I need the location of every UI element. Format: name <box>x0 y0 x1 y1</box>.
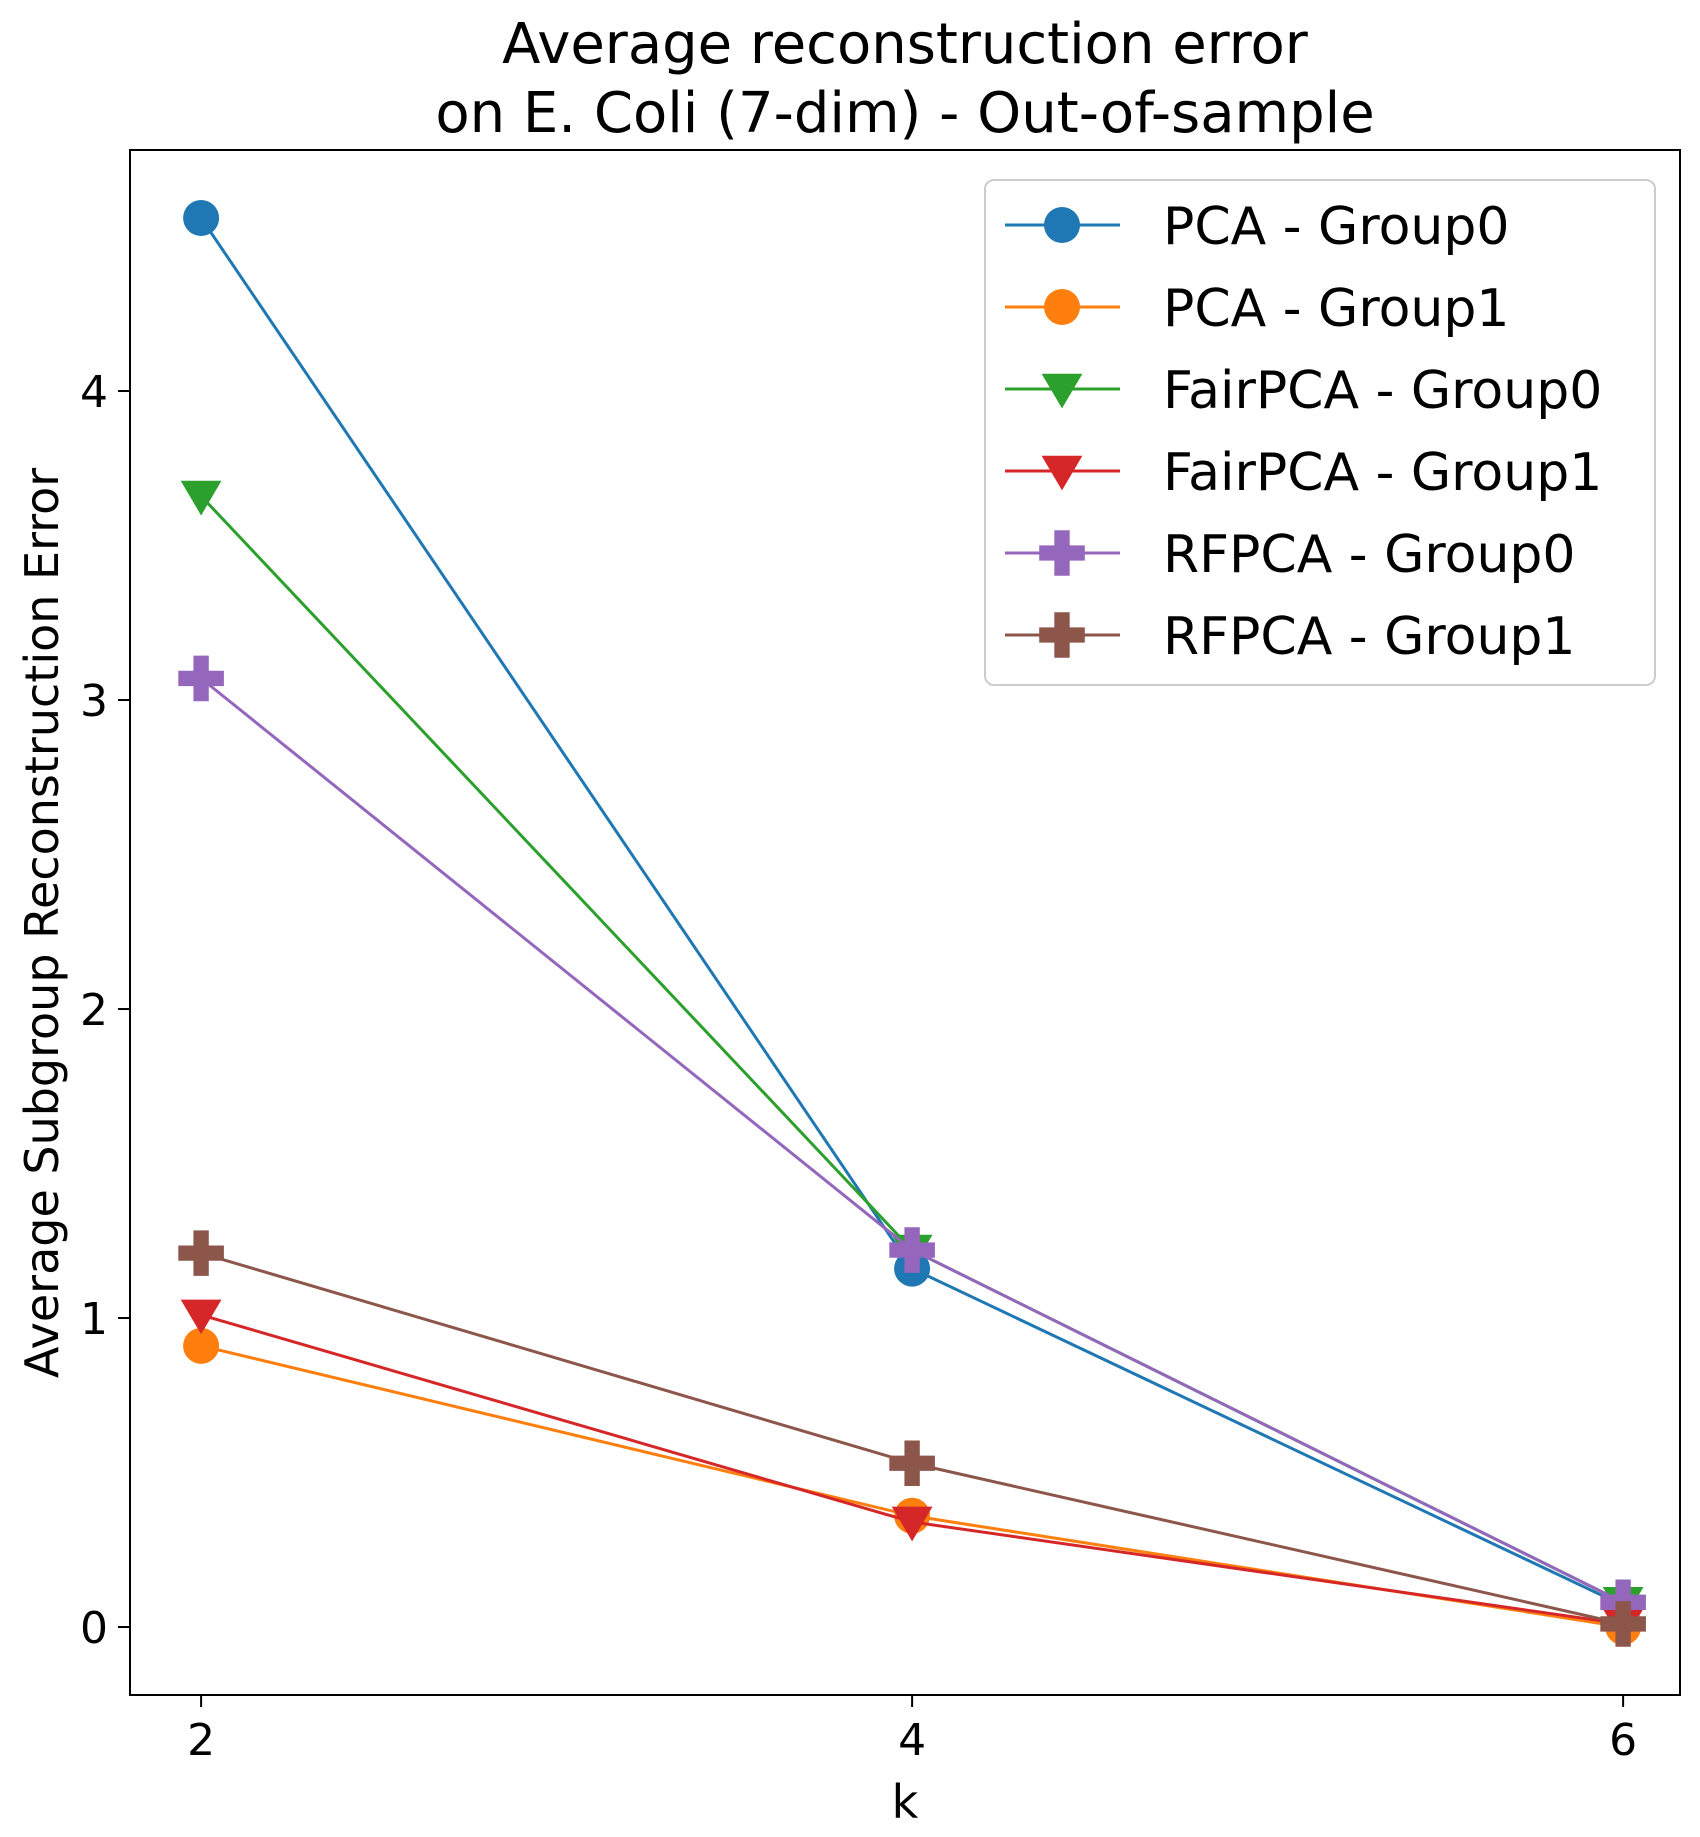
series-1 <box>183 1327 1642 1646</box>
data-point <box>889 1227 935 1273</box>
legend-box <box>984 179 1656 686</box>
legend-entry: RFPCA - Group1 <box>1005 607 1576 667</box>
y-tick-label: 1 <box>80 1294 108 1345</box>
y-axis-label: Average Subgroup Reconstruction Error <box>15 468 69 1378</box>
x-axis-label: k <box>892 1775 919 1829</box>
legend-marker <box>1044 207 1080 243</box>
legend-label: PCA - Group1 <box>1163 279 1509 339</box>
y-tick-label: 0 <box>80 1603 108 1654</box>
data-point <box>889 1440 935 1487</box>
series-line <box>200 1344 1624 1629</box>
legend-label: RFPCA - Group1 <box>1163 607 1576 667</box>
legend-label: FairPCA - Group0 <box>1163 361 1602 421</box>
legend-marker <box>1041 455 1083 491</box>
data-point <box>183 199 220 236</box>
legend-label: PCA - Group0 <box>1163 197 1509 257</box>
x-tick-label: 2 <box>187 1715 215 1766</box>
data-point <box>178 655 224 702</box>
legend-label: RFPCA - Group0 <box>1163 525 1576 585</box>
legend-label: FairPCA - Group1 <box>1163 443 1602 503</box>
series-group <box>178 199 1646 1647</box>
data-point <box>180 1299 222 1335</box>
plot-frame <box>129 149 1681 1696</box>
legend-marker <box>1039 612 1085 658</box>
data-point <box>183 1327 220 1364</box>
legend: PCA - Group0 PCA - Group1 FairPCA - Group0… <box>984 179 1656 686</box>
legend-entry: PCA - Group1 <box>1005 279 1509 339</box>
legend-entry: RFPCA - Group0 <box>1005 525 1576 585</box>
legend-marker <box>1039 530 1085 576</box>
chart-title-line-2: on E. Coli (7-dim) - Out-of-sample <box>435 81 1374 146</box>
legend-entry: PCA - Group0 <box>1005 197 1509 257</box>
legend-entry: FairPCA - Group1 <box>1005 443 1602 503</box>
axes: 2 4 6 0 1 2 3 4 <box>80 367 1637 1766</box>
legend-entry: FairPCA - Group0 <box>1005 361 1602 421</box>
series-line <box>200 1251 1624 1626</box>
x-tick-label: 4 <box>898 1715 926 1766</box>
legend-marker <box>1041 373 1083 409</box>
legend-marker <box>1044 289 1080 325</box>
data-point <box>1600 1601 1646 1647</box>
chart-title: Average reconstruction error on E. Coli … <box>435 12 1374 146</box>
x-tick-label: 6 <box>1609 1715 1637 1766</box>
data-point <box>180 480 222 516</box>
chart-title-line-1: Average reconstruction error <box>502 12 1309 77</box>
series-5 <box>178 1230 1646 1647</box>
y-tick-label: 4 <box>80 367 108 418</box>
y-tick-label: 2 <box>80 985 108 1036</box>
y-tick-label: 3 <box>80 676 108 727</box>
data-point <box>891 1506 933 1542</box>
data-point <box>178 1230 224 1276</box>
